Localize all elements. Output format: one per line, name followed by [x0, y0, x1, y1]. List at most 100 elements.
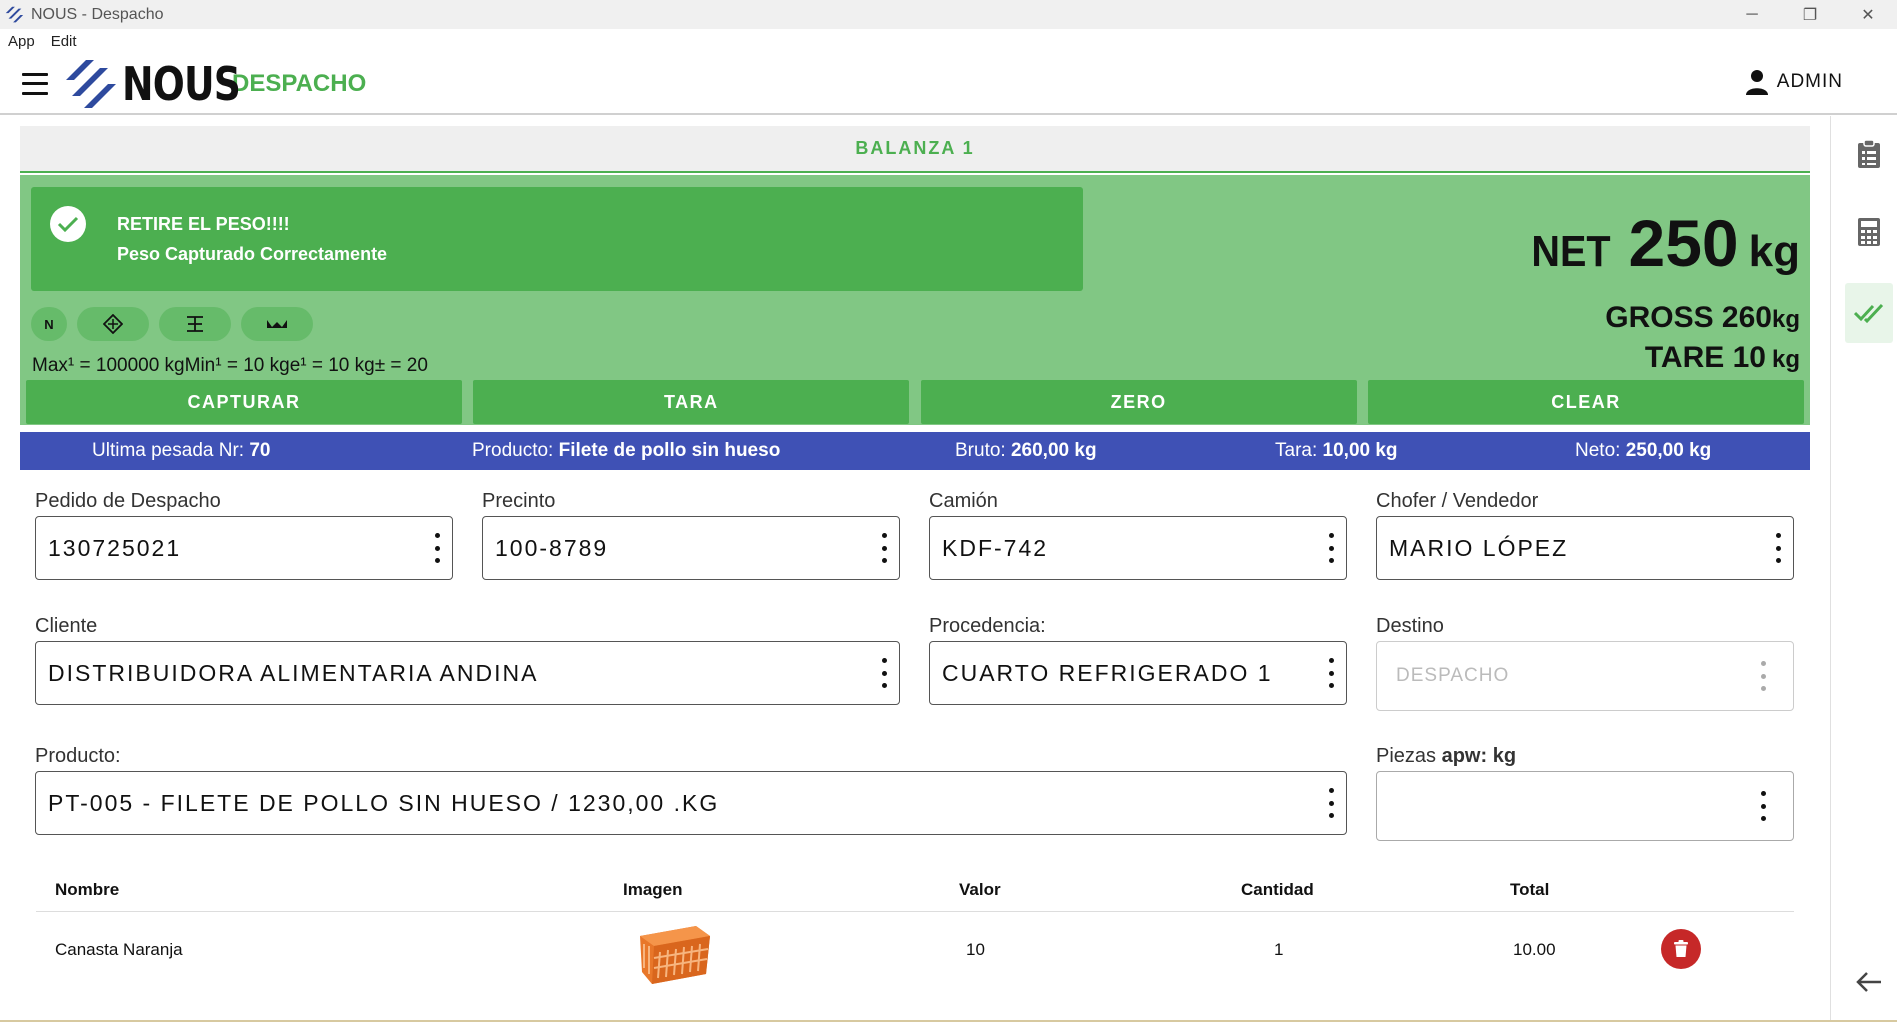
header-imagen: Imagen: [623, 880, 683, 899]
success-alert: RETIRE EL PESO!!!! Peso Capturado Correc…: [31, 187, 1083, 291]
nous-logo-icon: [66, 59, 116, 108]
cliente-value: DISTRIBUIDORA ALIMENTARIA ANDINA: [48, 659, 539, 686]
clipboard-icon: [1858, 139, 1880, 168]
alert-title: RETIRE EL PESO!!!!: [117, 214, 290, 234]
minimize-button[interactable]: ─: [1746, 5, 1758, 23]
logo-text: NOUS: [122, 56, 241, 111]
gross-label: GROSS 260: [1605, 301, 1772, 334]
arrow-back-icon: [1856, 972, 1881, 992]
basket-image: [640, 926, 710, 984]
pedido-more-icon[interactable]: [432, 533, 442, 563]
section-title: DESPACHO: [232, 69, 367, 97]
gross-unit: kg: [1771, 306, 1800, 333]
procedencia-input[interactable]: CUARTO REFRIGERADO 1: [929, 641, 1347, 705]
calculator-icon: [1858, 218, 1880, 246]
menu-bar: App Edit: [0, 29, 1897, 54]
piezas-more-icon[interactable]: [1758, 791, 1768, 821]
procedencia-more-icon[interactable]: [1326, 658, 1336, 688]
precinto-more-icon[interactable]: [879, 533, 889, 563]
double-check-icon: [1854, 303, 1884, 324]
cliente-field: Cliente DISTRIBUIDORA ALIMENTARIA ANDINA: [35, 615, 900, 705]
close-button[interactable]: ✕: [1861, 6, 1875, 24]
chofer-more-icon[interactable]: [1773, 533, 1783, 563]
producto-value: PT-005 - FILETE DE POLLO SIN HUESO / 123…: [48, 789, 720, 816]
camion-field: Camión KDF-742: [929, 490, 1347, 580]
center-zero-chip: [159, 307, 231, 341]
pedido-input[interactable]: 130725021: [35, 516, 453, 580]
user-menu[interactable]: ADMIN: [1745, 69, 1843, 95]
window-title: NOUS - Despacho: [31, 5, 164, 23]
gross-weight-display: GROSS 260 kg: [1605, 301, 1800, 335]
chofer-field: Chofer / Vendedor MARIO LÓPEZ: [1376, 490, 1794, 580]
row-nombre: Canasta Naranja: [55, 940, 183, 959]
scale-spec: Max¹ = 100000 kgMin¹ = 10 kge¹ = 10 kg± …: [32, 355, 428, 376]
menu-app[interactable]: App: [8, 33, 35, 50]
zero-button[interactable]: ZERO: [920, 380, 1357, 424]
header-nombre: Nombre: [55, 880, 120, 899]
last-weighing-nr: Ultima pesada Nr: 70: [92, 440, 271, 461]
table-row: Canasta Naranja 10 1 10.00: [36, 912, 1794, 988]
rail-calculator-button[interactable]: [1845, 202, 1893, 262]
clear-button[interactable]: CLEAR: [1367, 380, 1804, 424]
menu-edit[interactable]: Edit: [50, 33, 77, 50]
stable-chip: [77, 307, 149, 341]
camion-input[interactable]: KDF-742: [929, 516, 1347, 580]
tare-unit: kg: [1771, 346, 1800, 373]
delete-row-button[interactable]: [1661, 929, 1701, 969]
net-unit: kg: [1748, 227, 1800, 276]
piezas-field: Piezas apw: kg: [1376, 745, 1794, 841]
piezas-input[interactable]: [1376, 771, 1794, 841]
producto-field: Producto: PT-005 - FILETE DE POLLO SIN H…: [35, 745, 1347, 835]
procedencia-field: Procedencia: CUARTO REFRIGERADO 1: [929, 615, 1347, 705]
last-weighing-product: Producto: Filete de pollo sin hueso: [472, 440, 781, 461]
chofer-input[interactable]: MARIO LÓPEZ: [1376, 516, 1794, 580]
app-header: NOUS DESPACHO ADMIN: [0, 54, 1897, 115]
precinto-label: Precinto: [482, 490, 556, 512]
window-titlebar: NOUS - Despacho ─ ❐ ✕: [0, 0, 1897, 29]
net-mode-chip: N: [31, 307, 67, 341]
center-zero-icon: [187, 316, 203, 332]
rail-clipboard-button[interactable]: [1845, 124, 1893, 184]
check-circle-icon: [50, 206, 86, 242]
destino-value: DESPACHO: [1396, 665, 1510, 686]
diamond-target-icon: [103, 314, 123, 334]
destino-input: DESPACHO: [1376, 641, 1794, 711]
precinto-field: Precinto 100-8789: [482, 490, 900, 580]
procedencia-label: Procedencia:: [929, 615, 1046, 637]
destino-label: Destino: [1376, 615, 1444, 637]
rail-check-button[interactable]: [1845, 283, 1893, 343]
net-weight-display: NET 250 kg: [1527, 205, 1800, 281]
menu-hamburger-icon[interactable]: [22, 72, 48, 95]
trash-icon: [1674, 940, 1688, 957]
restore-button[interactable]: ❐: [1802, 6, 1818, 24]
header-total: Total: [1510, 880, 1550, 899]
producto-label: Producto:: [35, 745, 121, 767]
camion-more-icon[interactable]: [1326, 533, 1336, 563]
chofer-label: Chofer / Vendedor: [1376, 490, 1539, 512]
producto-more-icon[interactable]: [1326, 788, 1336, 818]
cliente-input[interactable]: DISTRIBUIDORA ALIMENTARIA ANDINA: [35, 641, 900, 705]
row-valor: 10: [966, 940, 985, 959]
cliente-label: Cliente: [35, 615, 98, 637]
precinto-value: 100-8789: [495, 534, 609, 561]
pedido-field: Pedido de Despacho 130725021: [35, 490, 453, 580]
camion-value: KDF-742: [942, 534, 1049, 561]
header-valor: Valor: [959, 880, 1001, 899]
destino-field: Destino DESPACHO: [1376, 615, 1794, 711]
alert-message: Peso Capturado Correctamente: [117, 244, 388, 264]
scale-header: BALANZA 1: [20, 126, 1810, 173]
precinto-input[interactable]: 100-8789: [482, 516, 900, 580]
cliente-more-icon[interactable]: [879, 658, 889, 688]
rail-back-button[interactable]: [1845, 952, 1893, 1012]
header-cantidad: Cantidad: [1241, 880, 1314, 899]
procedencia-value: CUARTO REFRIGERADO 1: [942, 659, 1273, 686]
tare-button[interactable]: TARA: [473, 380, 910, 424]
window-bottom-edge: [0, 1020, 1897, 1022]
user-name: ADMIN: [1776, 71, 1843, 92]
scale-panel: RETIRE EL PESO!!!! Peso Capturado Correc…: [20, 175, 1810, 425]
net-value: 250: [1628, 206, 1739, 280]
net-label: NET: [1530, 227, 1611, 276]
producto-input[interactable]: PT-005 - FILETE DE POLLO SIN HUESO / 123…: [35, 771, 1347, 835]
capture-button[interactable]: CAPTURAR: [26, 380, 462, 424]
last-weighing-net: Neto: 250,00 kg: [1575, 440, 1712, 461]
